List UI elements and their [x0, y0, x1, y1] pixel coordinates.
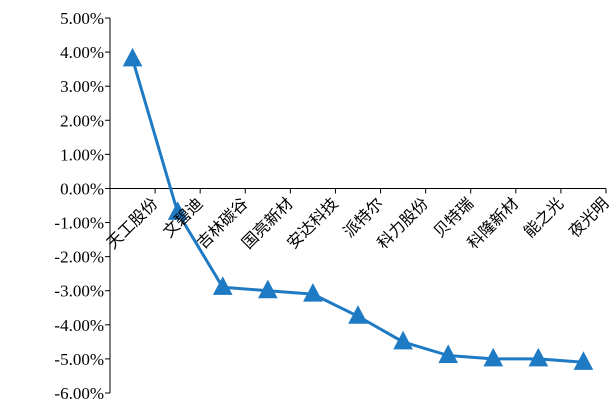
- y-tick-label: -5.00%: [54, 350, 104, 369]
- y-tick-label: 0.00%: [60, 179, 104, 198]
- y-tick-label: 2.00%: [60, 111, 104, 130]
- data-point-marker: [167, 201, 188, 220]
- y-tick-label: -4.00%: [54, 316, 104, 335]
- y-tick-label: -6.00%: [54, 384, 104, 403]
- y-tick-label: 1.00%: [60, 145, 104, 164]
- x-axis: [109, 187, 607, 194]
- y-tick-label: 4.00%: [60, 43, 104, 62]
- data-point-marker: [303, 283, 323, 302]
- data-point-marker: [348, 305, 368, 324]
- y-axis: 5.00% 4.00% 3.00% 2.00% 1.00% 0.00% -1.00% -2.0…: [54, 9, 111, 403]
- data-point-marker: [393, 330, 413, 350]
- data-point-marker: [528, 347, 549, 367]
- data-point-marker: [483, 347, 504, 367]
- x-category-label: 夜光明: [565, 194, 612, 241]
- y-tick-label: -3.00%: [54, 282, 104, 301]
- data-point-marker: [438, 344, 459, 363]
- series-group: [122, 47, 594, 370]
- data-point-marker: [573, 351, 594, 370]
- x-category-label: 天工股份: [103, 194, 162, 253]
- y-tick-label: -2.00%: [54, 248, 104, 267]
- y-tick-label: 3.00%: [60, 77, 104, 96]
- data-point-marker: [212, 276, 233, 295]
- y-tick-label: 5.00%: [60, 9, 104, 28]
- data-point-marker: [257, 279, 278, 299]
- x-category-label: 能之光: [520, 194, 567, 241]
- data-point-marker: [122, 47, 143, 67]
- y-tick-label: -1.00%: [54, 214, 104, 233]
